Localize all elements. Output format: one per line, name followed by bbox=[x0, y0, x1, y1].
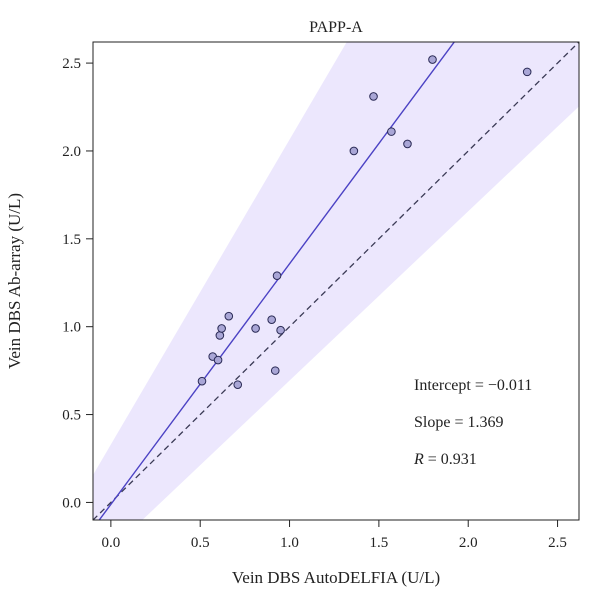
y-tick-label: 2.5 bbox=[62, 56, 81, 72]
data-point bbox=[267, 315, 276, 324]
y-tick-label: 2.0 bbox=[62, 144, 81, 160]
data-point bbox=[213, 355, 223, 365]
intercept-annotation: Intercept = −0.011 bbox=[414, 377, 532, 394]
y-tick-label: 1.5 bbox=[62, 232, 81, 248]
chart-title: PAPP-A bbox=[309, 19, 363, 36]
y-tick-label: 0.5 bbox=[62, 408, 81, 424]
data-point bbox=[428, 55, 437, 64]
data-point bbox=[369, 92, 378, 101]
data-point bbox=[270, 366, 280, 375]
x-tick-label: 1.5 bbox=[370, 535, 389, 551]
x-axis: 0.0 0.5 1.0 1.5 2.0 2.5 bbox=[101, 520, 567, 551]
data-point bbox=[224, 311, 234, 321]
slope-annotation: Slope = 1.369 bbox=[414, 414, 503, 431]
y-tick-label: 0.0 bbox=[62, 495, 81, 511]
data-point bbox=[387, 127, 396, 136]
data-point bbox=[215, 331, 225, 340]
data-point bbox=[233, 380, 243, 389]
plot-area bbox=[93, 42, 579, 520]
data-point bbox=[349, 146, 359, 156]
data-point bbox=[272, 271, 282, 281]
prediction-band bbox=[93, 42, 579, 520]
y-tick-label: 1.0 bbox=[62, 320, 81, 336]
x-tick-label: 0.5 bbox=[191, 535, 210, 551]
x-tick-label: 2.0 bbox=[459, 535, 478, 551]
r-annotation: R = 0.931 bbox=[413, 451, 477, 468]
x-tick-label: 1.0 bbox=[280, 535, 299, 551]
data-point bbox=[217, 324, 226, 333]
data-point bbox=[251, 324, 260, 333]
data-point bbox=[197, 376, 207, 386]
identity-line bbox=[93, 42, 579, 520]
y-axis-title: Vein DBS Ab-array (U/L) bbox=[5, 193, 24, 369]
plot-frame bbox=[92, 41, 580, 521]
x-tick-label: 0.0 bbox=[101, 535, 120, 551]
y-axis: 0.0 0.5 1.0 1.5 2.0 2.5 bbox=[62, 56, 93, 511]
data-point bbox=[522, 67, 532, 77]
data-point bbox=[403, 139, 412, 149]
x-axis-title: Vein DBS AutoDELFIA (U/L) bbox=[232, 568, 440, 587]
x-tick-label: 2.5 bbox=[548, 535, 567, 551]
data-point bbox=[276, 325, 285, 335]
r-symbol: R bbox=[413, 451, 424, 468]
r-value: = 0.931 bbox=[424, 451, 477, 468]
fit-line bbox=[98, 42, 456, 520]
